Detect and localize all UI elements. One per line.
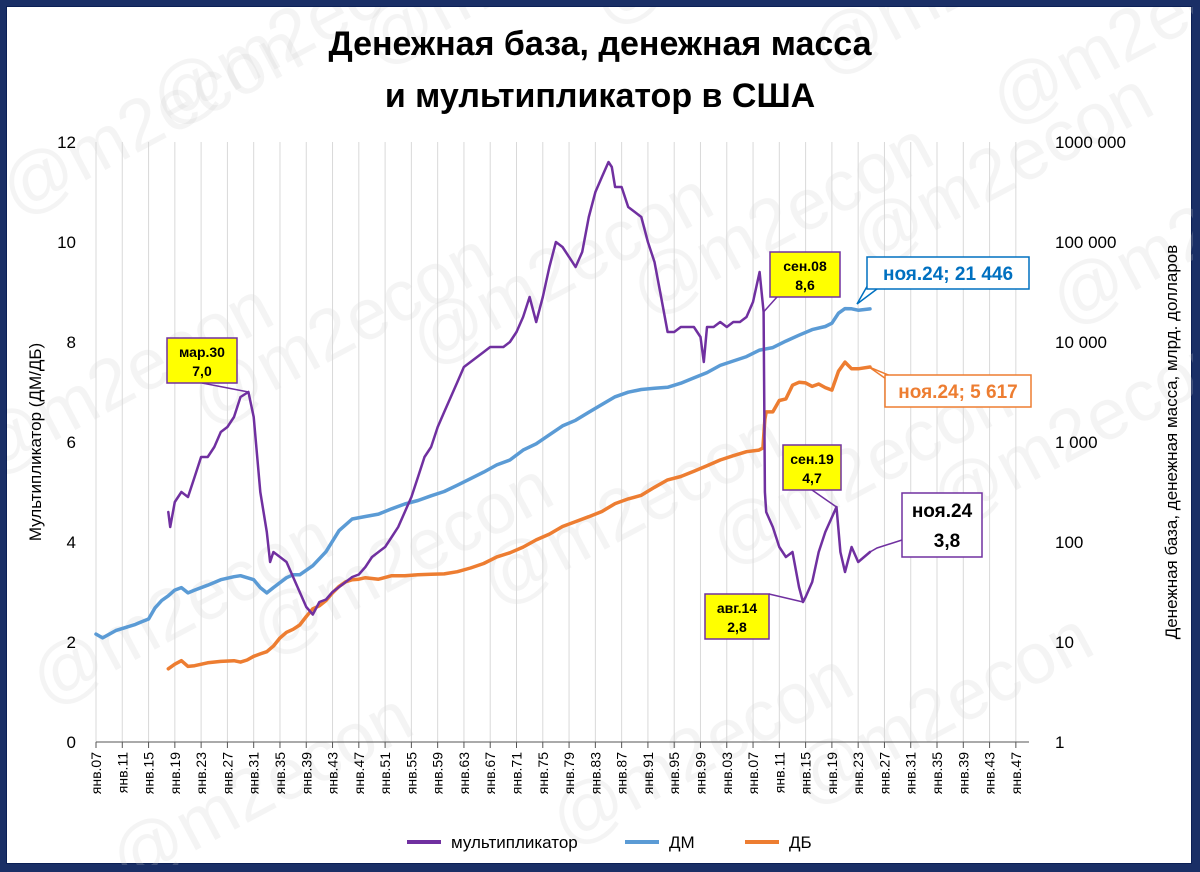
right-y-tick-label: 1000 000	[1055, 133, 1126, 152]
left-y-tick-label: 8	[67, 333, 76, 352]
x-tick-label: янв.63	[456, 752, 472, 794]
left-y-tick-label: 2	[67, 633, 76, 652]
callout-sep19-leader	[811, 489, 837, 508]
callout-sep08-date: сен.08	[783, 258, 827, 274]
callout-mar30-leader	[201, 382, 249, 393]
chart-frame: @m2econ @m2econ @m2econ @m2econ @m2econ @m2ec…	[6, 6, 1193, 865]
x-tick-label: янв.27	[219, 752, 235, 794]
callout-mar30-date: мар.30	[179, 344, 225, 360]
x-tick-label: янв.75	[535, 752, 551, 794]
x-tick-label: янв.91	[640, 752, 656, 794]
x-tick-label: янв.11	[114, 752, 130, 793]
left-y-tick-label: 4	[67, 533, 76, 552]
x-tick-label: янв.07	[745, 752, 761, 794]
x-tick-label: янв.27	[876, 752, 892, 794]
x-tick-label: янв.35	[272, 752, 288, 794]
callout-aug14-value: 2,8	[727, 619, 747, 635]
watermark-layer: @m2econ@m2econ @m2econ@m2econ@m2econ@m2ec…	[7, 7, 1193, 865]
series-line-monetary-base	[166, 360, 872, 671]
x-tick-label: янв.43	[982, 752, 998, 794]
callout-dm-box	[866, 256, 1030, 290]
x-tick-label: янв.43	[325, 752, 341, 794]
x-tick-label: янв.31	[246, 752, 262, 794]
x-tick-label: янв.15	[798, 752, 814, 794]
x-tick-label: янв.23	[193, 752, 209, 794]
callout-nov24-mult-leader	[869, 539, 903, 553]
right-y-tick-label: 10 000	[1055, 333, 1107, 352]
left-y-tick-label: 12	[57, 133, 76, 152]
right-y-tick-label: 1 000	[1055, 433, 1098, 452]
x-tick-label: янв.55	[403, 752, 419, 794]
x-tick-label: янв.95	[666, 752, 682, 794]
x-tick-label: янв.87	[614, 752, 630, 794]
x-tick-label: янв.39	[298, 752, 314, 794]
right-y-tick-label: 100 000	[1055, 233, 1116, 252]
callout-sep08-box	[769, 251, 841, 298]
x-tick-label: янв.59	[430, 752, 446, 794]
x-tick-label: янв.11	[771, 752, 787, 793]
x-tick-label: янв.79	[561, 752, 577, 794]
x-tick-label: янв.31	[903, 752, 919, 794]
series-layer	[94, 160, 872, 671]
x-tick-label: янв.51	[377, 752, 393, 794]
x-tick-label: янв.07	[88, 752, 104, 794]
left-y-tick-label: 6	[67, 433, 76, 452]
callout-sep08-value: 8,6	[795, 277, 815, 293]
callout-aug14-leader	[768, 593, 804, 603]
callout-dm-label: ноя.24; 21 446	[883, 264, 1013, 285]
legend-label: ДМ	[669, 833, 695, 852]
callout-mar30-box	[166, 337, 238, 384]
chart-title-line1: Денежная база, денежная масса	[328, 25, 872, 63]
chart-title-line2: и мультипликатор в США	[385, 77, 815, 115]
x-tick-label: янв.83	[587, 752, 603, 794]
x-tick-label: янв.19	[824, 752, 840, 794]
x-tick-label: янв.35	[929, 752, 945, 794]
right-y-tick-label: 1	[1055, 733, 1064, 752]
axes-layer: янв.07 янв.11 янв.15 янв.19 янв.23 янв.27 янв.…	[26, 133, 1181, 794]
series-line-multiplier	[167, 160, 872, 616]
callout-db-box	[884, 374, 1032, 408]
chart-svg: @m2econ@m2econ @m2econ@m2econ@m2econ@m2ec…	[7, 7, 1193, 865]
callout-aug14-box	[704, 593, 770, 640]
callout-sep19-box	[782, 444, 842, 491]
x-tick-label: янв.39	[955, 752, 971, 794]
series-line-money-supply	[94, 306, 872, 640]
callout-nov24-mult-box	[901, 492, 983, 558]
grid-layer	[95, 142, 1017, 742]
x-tick-label: янв.23	[850, 752, 866, 794]
x-tick-label: янв.19	[167, 752, 183, 794]
legend-label: мультипликатор	[451, 833, 578, 852]
right-y-axis-label: Денежная база, денежная масса, млрд. дол…	[1162, 245, 1181, 640]
callout-nov24-mult-value: 3,8	[934, 531, 960, 552]
x-tick-label: янв.47	[351, 752, 367, 794]
callout-db-label: ноя.24; 5 617	[898, 382, 1017, 403]
left-y-tick-label: 10	[57, 233, 76, 252]
left-y-tick-label: 0	[67, 733, 76, 752]
x-tick-label: янв.71	[509, 752, 525, 794]
callout-sep19-value: 4,7	[802, 470, 822, 486]
x-tick-label: янв.67	[482, 752, 498, 794]
legend-label: ДБ	[789, 833, 812, 852]
callout-nov24-mult-date: ноя.24	[912, 501, 973, 522]
x-tick-label: янв.47	[1008, 752, 1024, 794]
x-tick-label: янв.03	[719, 752, 735, 794]
legend: мультипликатор ДМ ДБ	[407, 833, 812, 852]
right-y-tick-label: 100	[1055, 533, 1083, 552]
callout-sep08-leader	[762, 296, 778, 313]
right-y-tick-label: 10	[1055, 633, 1074, 652]
x-tick-label: янв.15	[141, 752, 157, 794]
x-tick-label: янв.99	[692, 752, 708, 794]
callout-mar30-value: 7,0	[192, 363, 212, 379]
callout-layer: мар.30 7,0 сен.08 8,6 сен.19 4,7 авг.14 2,8 ноя.…	[166, 251, 1032, 640]
left-y-axis-label: Мультипликатор (ДМ/ДБ)	[26, 343, 45, 541]
callout-sep19-date: сен.19	[790, 451, 834, 467]
callout-aug14-date: авг.14	[717, 600, 757, 616]
